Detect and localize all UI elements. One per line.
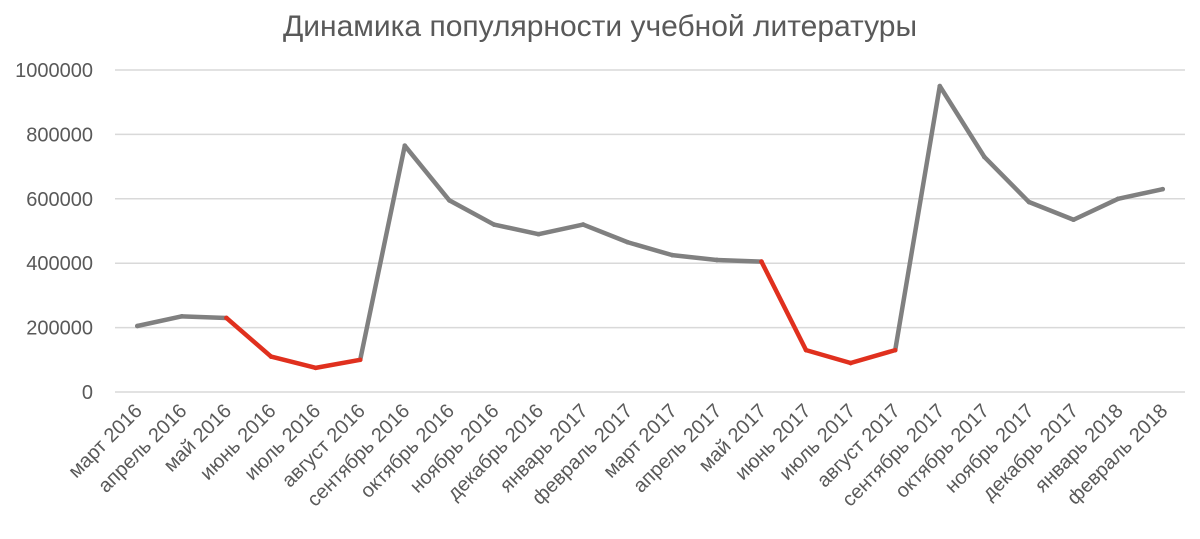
data-point <box>580 222 586 227</box>
y-tick-label: 1000000 <box>15 60 93 82</box>
y-tick-label: 0 <box>82 382 93 404</box>
data-point <box>669 252 675 258</box>
data-point <box>134 323 140 329</box>
line-segment <box>892 83 943 353</box>
data-point <box>625 239 631 245</box>
data-point <box>892 347 898 353</box>
data-point <box>759 259 764 264</box>
data-point <box>402 143 408 148</box>
line-segment <box>135 314 185 329</box>
data-point <box>491 222 497 227</box>
data-point <box>268 354 274 359</box>
data-point <box>1071 217 1076 223</box>
line-segment-highlight <box>313 357 363 371</box>
data-point <box>224 315 229 321</box>
chart-title: Динамика популярности учебной литературы <box>282 10 918 43</box>
data-point <box>1026 199 1032 205</box>
line-segment <box>1115 186 1165 202</box>
line-segment <box>536 222 586 237</box>
data-point <box>982 154 987 160</box>
y-tick-label: 400000 <box>26 253 93 275</box>
line-segment-highlight <box>759 259 809 353</box>
data-point <box>803 347 809 353</box>
data-point <box>447 198 452 203</box>
line-segment-highlight <box>803 347 853 366</box>
y-tick-label: 200000 <box>26 318 93 340</box>
line-segment <box>580 222 630 245</box>
line-segment-highlight <box>268 354 318 371</box>
line-segment <box>937 83 987 160</box>
line-segment <box>625 240 675 258</box>
line-segment <box>357 143 408 363</box>
data-point <box>536 231 541 237</box>
line-segment <box>179 314 229 321</box>
line-segment <box>982 154 1032 205</box>
y-tick-label: 600000 <box>26 189 93 211</box>
line-segment <box>491 222 541 237</box>
data-point <box>848 360 853 366</box>
data-point <box>714 257 720 263</box>
data-point <box>1160 186 1166 192</box>
line-segment-highlight <box>224 315 274 359</box>
data-point <box>179 314 185 319</box>
data-point <box>1115 196 1121 202</box>
line-segment <box>1071 196 1121 222</box>
data-point <box>937 83 943 89</box>
data-point <box>357 357 363 363</box>
line-segment <box>670 252 720 263</box>
line-segment-highlight <box>848 347 898 366</box>
data-point <box>313 365 318 371</box>
y-tick-label: 800000 <box>26 124 93 146</box>
line-segment <box>714 257 764 264</box>
line-segment <box>1026 199 1076 222</box>
line-segment <box>402 143 452 203</box>
line-segment <box>447 198 497 227</box>
